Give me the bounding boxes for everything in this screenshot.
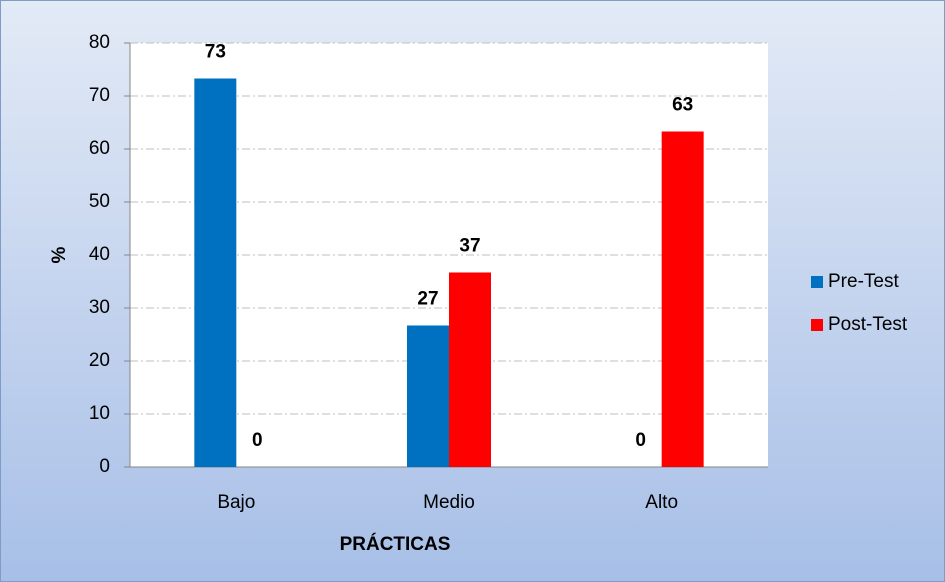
y-tick-label: 60 xyxy=(89,138,110,159)
y-tick-label: 40 xyxy=(89,244,110,265)
y-tick-label: 10 xyxy=(89,403,110,424)
legend-label: Pre-Test xyxy=(828,271,899,292)
y-tick-label: 80 xyxy=(89,32,110,53)
data-label: 37 xyxy=(459,236,480,257)
data-label: 0 xyxy=(252,430,263,451)
legend-swatch xyxy=(811,319,823,331)
x-tick-label: Bajo xyxy=(217,492,255,513)
data-label: 0 xyxy=(635,430,646,451)
data-label: 63 xyxy=(672,95,693,116)
legend-label: Post-Test xyxy=(828,314,908,335)
data-label: 73 xyxy=(205,42,226,63)
y-tick-label: 50 xyxy=(89,191,110,212)
x-axis-title: PRÁCTICAS xyxy=(340,533,451,555)
bar xyxy=(194,78,237,467)
bar xyxy=(661,131,704,467)
x-tick-label: Medio xyxy=(423,492,475,513)
y-tick-label: 30 xyxy=(89,297,110,318)
y-tick-label: 70 xyxy=(89,85,110,106)
y-tick-label: 20 xyxy=(89,350,110,371)
bar xyxy=(407,325,449,467)
data-label: 27 xyxy=(417,289,438,310)
y-axis-title: % xyxy=(49,246,70,263)
legend-swatch xyxy=(811,276,823,288)
x-tick-label: Alto xyxy=(645,492,678,513)
y-tick-label: 0 xyxy=(99,456,110,477)
bar xyxy=(449,272,491,467)
